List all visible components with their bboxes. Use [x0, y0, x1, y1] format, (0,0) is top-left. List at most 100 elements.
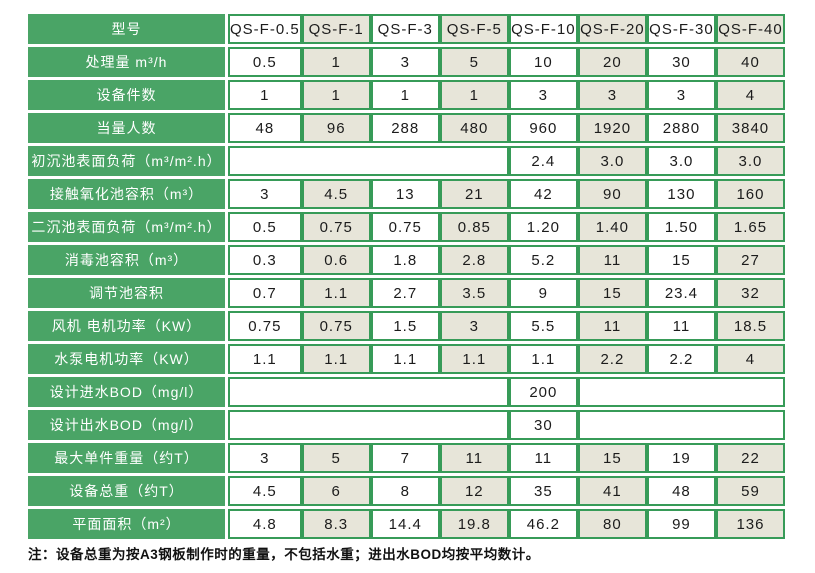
model-header-cell: QS-F-40	[715, 14, 785, 44]
value-cell: 21	[439, 179, 509, 209]
value-cell: 1	[439, 80, 509, 110]
model-header-cell: QS-F-5	[439, 14, 509, 44]
blank-merged-cell	[577, 377, 785, 407]
value-cell: 13	[370, 179, 440, 209]
value-cell: 19.8	[439, 509, 509, 539]
value-cell: 1	[370, 80, 440, 110]
value-cell: 200	[508, 377, 578, 407]
row-label-model: 型号	[28, 14, 225, 44]
value-cell: 6	[301, 476, 371, 506]
value-cell: 5.5	[508, 311, 578, 341]
model-header-cell: QS-F-3	[370, 14, 440, 44]
value-cell: 1.1	[301, 278, 371, 308]
model-header-cell: QS-F-30	[646, 14, 716, 44]
value-cell: 23.4	[646, 278, 716, 308]
value-cell: 18.5	[715, 311, 785, 341]
value-cell: 12	[439, 476, 509, 506]
value-cell: 59	[715, 476, 785, 506]
footnote: 注：设备总重为按A3钢板制作时的重量，不包括水重；进出水BOD均按平均数计。	[28, 547, 540, 562]
value-cell: 0.3	[228, 245, 302, 275]
value-cell: 1.1	[301, 344, 371, 374]
value-cell: 288	[370, 113, 440, 143]
value-cell: 90	[577, 179, 647, 209]
model-header-cell: QS-F-1	[301, 14, 371, 44]
value-cell: 8.3	[301, 509, 371, 539]
row-label: 设备件数	[28, 80, 225, 110]
model-header-cell: QS-F-10	[508, 14, 578, 44]
value-cell: 5	[439, 47, 509, 77]
row-label: 接触氧化池容积（m³）	[28, 179, 225, 209]
model-header-cell: QS-F-20	[577, 14, 647, 44]
row-label: 调节池容积	[28, 278, 225, 308]
value-cell: 5.2	[508, 245, 578, 275]
value-cell: 48	[646, 476, 716, 506]
blank-merged-cell	[228, 377, 509, 407]
value-cell: 1.1	[370, 344, 440, 374]
value-cell: 1	[301, 80, 371, 110]
value-cell: 3.5	[439, 278, 509, 308]
value-cell: 11	[508, 443, 578, 473]
model-header-cell: QS-F-0.5	[228, 14, 302, 44]
value-cell: 3	[370, 47, 440, 77]
value-cell: 30	[646, 47, 716, 77]
value-cell: 0.75	[301, 311, 371, 341]
value-cell: 99	[646, 509, 716, 539]
value-cell: 15	[577, 443, 647, 473]
value-cell: 0.5	[228, 212, 302, 242]
blank-merged-cell	[228, 146, 509, 176]
value-cell: 2.2	[577, 344, 647, 374]
value-cell: 160	[715, 179, 785, 209]
value-cell: 480	[439, 113, 509, 143]
value-cell: 960	[508, 113, 578, 143]
value-cell: 3	[508, 80, 578, 110]
value-cell: 1.40	[577, 212, 647, 242]
value-cell: 3	[577, 80, 647, 110]
row-label: 风机 电机功率（KW）	[28, 311, 225, 341]
value-cell: 80	[577, 509, 647, 539]
value-cell: 10	[508, 47, 578, 77]
value-cell: 0.7	[228, 278, 302, 308]
row-label: 当量人数	[28, 113, 225, 143]
row-label: 水泵电机功率（KW）	[28, 344, 225, 374]
value-cell: 35	[508, 476, 578, 506]
value-cell: 3.0	[577, 146, 647, 176]
value-cell: 42	[508, 179, 578, 209]
row-label: 平面面积（m²）	[28, 509, 225, 539]
value-cell: 1.8	[370, 245, 440, 275]
value-cell: 41	[577, 476, 647, 506]
value-cell: 11	[439, 443, 509, 473]
row-label: 最大单件重量（约T）	[28, 443, 225, 473]
value-cell: 11	[577, 311, 647, 341]
value-cell: 15	[577, 278, 647, 308]
value-cell: 0.5	[228, 47, 302, 77]
value-cell: 4.5	[301, 179, 371, 209]
value-cell: 4	[715, 344, 785, 374]
spec-sheet: 型号 QS-F-0.5 QS-F-1 QS-F-3 QS-F-5 QS-F-10 QS-F-…	[28, 14, 785, 539]
value-cell: 32	[715, 278, 785, 308]
value-cell: 1.20	[508, 212, 578, 242]
value-cell: 11	[646, 311, 716, 341]
value-cell: 1.1	[508, 344, 578, 374]
value-cell: 3	[228, 443, 302, 473]
value-cell: 2.2	[646, 344, 716, 374]
value-cell: 2880	[646, 113, 716, 143]
value-cell: 14.4	[370, 509, 440, 539]
value-cell: 1	[301, 47, 371, 77]
value-cell: 130	[646, 179, 716, 209]
value-cell: 1920	[577, 113, 647, 143]
value-cell: 15	[646, 245, 716, 275]
value-cell: 9	[508, 278, 578, 308]
value-cell: 1.50	[646, 212, 716, 242]
value-cell: 0.75	[301, 212, 371, 242]
blank-merged-cell	[577, 410, 785, 440]
value-cell: 3.0	[715, 146, 785, 176]
value-cell: 0.6	[301, 245, 371, 275]
value-cell: 1.5	[370, 311, 440, 341]
value-cell: 1.65	[715, 212, 785, 242]
value-cell: 1.1	[439, 344, 509, 374]
spec-table: 型号 QS-F-0.5 QS-F-1 QS-F-3 QS-F-5 QS-F-10 QS-F-…	[28, 14, 785, 539]
value-cell: 22	[715, 443, 785, 473]
row-label: 设计出水BOD（mg/l）	[28, 410, 225, 440]
value-cell: 3	[439, 311, 509, 341]
value-cell: 2.7	[370, 278, 440, 308]
